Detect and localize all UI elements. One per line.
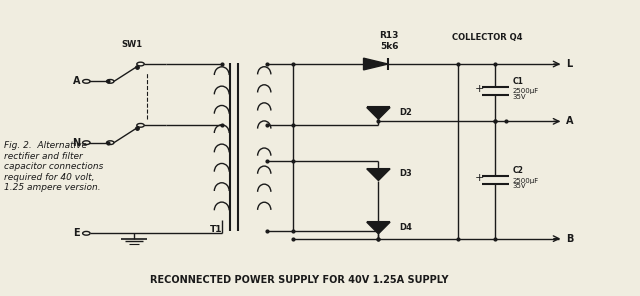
Text: D4: D4 <box>399 223 413 232</box>
Text: 2500μF: 2500μF <box>512 89 538 94</box>
Text: C1: C1 <box>512 77 523 86</box>
Polygon shape <box>367 107 390 119</box>
Text: N: N <box>72 138 80 148</box>
Text: RECONNECTED POWER SUPPLY FOR 40V 1.25A SUPPLY: RECONNECTED POWER SUPPLY FOR 40V 1.25A S… <box>150 275 448 285</box>
Text: B: B <box>566 234 573 244</box>
Polygon shape <box>367 222 390 234</box>
Text: 35V: 35V <box>512 183 526 189</box>
Text: A: A <box>72 76 80 86</box>
Polygon shape <box>364 58 388 70</box>
Text: A: A <box>566 116 573 126</box>
Text: L: L <box>566 59 572 69</box>
Text: 35V: 35V <box>512 94 526 100</box>
Text: D3: D3 <box>399 169 412 178</box>
Polygon shape <box>367 169 390 181</box>
Text: +: + <box>475 84 484 94</box>
Text: 5k6: 5k6 <box>380 42 398 51</box>
Text: C2: C2 <box>512 166 523 175</box>
Text: +: + <box>475 173 484 183</box>
Text: SW1: SW1 <box>121 40 142 49</box>
Text: E: E <box>74 228 80 238</box>
Text: D2: D2 <box>399 108 413 117</box>
Text: 2500μF: 2500μF <box>512 178 538 184</box>
Text: Fig. 2.  Alternative
rectifier and filter
capacitor connections
required for 40 : Fig. 2. Alternative rectifier and filter… <box>4 141 104 192</box>
Text: T1: T1 <box>210 225 223 234</box>
Text: R13: R13 <box>380 31 399 40</box>
Text: COLLECTOR Q4: COLLECTOR Q4 <box>452 33 522 42</box>
